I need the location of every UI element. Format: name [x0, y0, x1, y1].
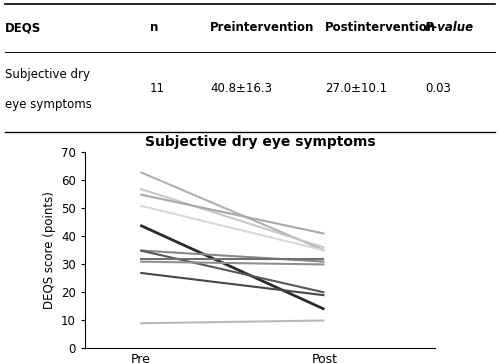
Text: 27.0±10.1: 27.0±10.1 [325, 82, 387, 95]
Text: P-value: P-value [425, 21, 474, 34]
Text: Postintervention: Postintervention [325, 21, 436, 34]
Text: 11: 11 [150, 82, 165, 95]
Text: Preintervention: Preintervention [210, 21, 314, 34]
Text: DEQS: DEQS [5, 21, 41, 34]
Title: Subjective dry eye symptoms: Subjective dry eye symptoms [144, 135, 376, 148]
Text: Subjective dry: Subjective dry [5, 68, 90, 81]
Y-axis label: DEQS score (points): DEQS score (points) [42, 192, 56, 309]
Text: eye symptoms: eye symptoms [5, 98, 92, 111]
Text: 0.03: 0.03 [425, 82, 451, 95]
Text: n: n [150, 21, 158, 34]
Text: 40.8±16.3: 40.8±16.3 [210, 82, 272, 95]
